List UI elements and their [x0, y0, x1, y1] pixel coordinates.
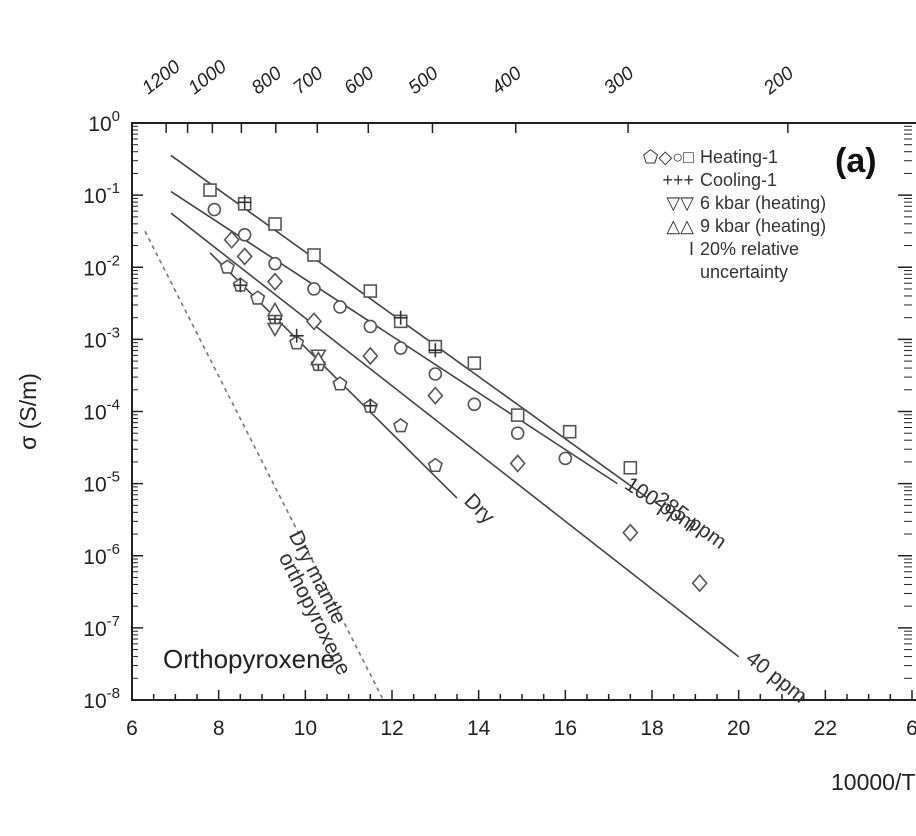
- diamond-marker: [509, 454, 526, 473]
- x-tick-label: 8: [213, 717, 225, 740]
- circle-marker: [467, 397, 482, 412]
- x-tick-label: 14: [467, 717, 491, 740]
- y-tick-label: 10-8: [83, 685, 120, 713]
- cross-marker: [237, 195, 252, 210]
- legend-symbols: +++: [662, 170, 694, 190]
- diamond-marker: [691, 573, 708, 593]
- y-tick-label: 10-6: [83, 541, 120, 569]
- y-tick-label: 10-4: [83, 397, 120, 425]
- y-tick-label: 10-7: [83, 613, 120, 641]
- legend-label: 20% relative: [700, 239, 799, 259]
- circle-marker: [207, 202, 222, 217]
- diamond-marker: [236, 247, 253, 266]
- y-tick-label: 10-2: [83, 252, 120, 280]
- x-tick-label: 18: [640, 717, 663, 740]
- legend-label: 9 kbar (heating): [700, 216, 826, 236]
- data-markers: [203, 183, 708, 593]
- pentagon-marker: [219, 259, 235, 274]
- legend-symbols: I: [689, 239, 694, 259]
- x-tick-label: 6: [906, 717, 916, 740]
- x-tick-label: 10: [294, 717, 317, 740]
- fit-line-dry: [209, 252, 458, 499]
- y-tick-label: 10-5: [83, 469, 120, 497]
- top-axis-label: 1200: [138, 56, 185, 99]
- panel-tag: (a): [835, 142, 877, 180]
- diamond-marker: [305, 312, 323, 331]
- legend-label: Cooling-1: [700, 170, 777, 190]
- circle-marker: [237, 227, 252, 242]
- square-marker: [467, 356, 482, 370]
- fit-lines: [144, 154, 740, 701]
- triangle-up-marker: [309, 350, 327, 366]
- diamond-marker: [622, 523, 639, 542]
- y-tick-label: 10-3: [83, 324, 120, 352]
- top-axis-label: 200: [759, 63, 798, 100]
- pentagon-marker: [393, 417, 409, 433]
- pentagon-marker: [332, 376, 348, 391]
- circle-marker: [558, 451, 573, 466]
- cross-marker: [289, 328, 304, 343]
- circle-marker: [428, 367, 443, 381]
- cross-marker: [363, 398, 378, 413]
- top-axis-label: 1000: [185, 56, 232, 99]
- circle-marker: [333, 300, 347, 314]
- cross-marker: [428, 343, 443, 358]
- legend-symbols: △△: [666, 216, 694, 236]
- x-tick-label: 16: [554, 717, 577, 740]
- square-marker: [562, 424, 577, 439]
- cross-marker: [393, 310, 408, 325]
- axis-ticks: [131, 122, 913, 701]
- x-tick-label: 6: [126, 717, 138, 740]
- circle-marker: [307, 282, 321, 296]
- legend-symbols: ⬠◇○□: [643, 147, 694, 167]
- fit-line-label: Dry: [459, 489, 499, 529]
- chart-labels: 6 8 10 12 14 16 18 20 22 6 1200 1000 800 700 600 500 400…: [15, 56, 916, 795]
- legend-label: uncertainty: [700, 262, 788, 282]
- cross-marker: [233, 278, 248, 293]
- legend: ⬠◇○□ Heating-1 +++ Cooling-1 ▽▽ 6 kbar (heati…: [643, 147, 826, 282]
- x-tick-label: 20: [727, 717, 750, 740]
- top-axis-label: 700: [289, 63, 327, 99]
- diamond-marker: [266, 272, 284, 291]
- y-axis-title: σ (S/m): [15, 373, 41, 450]
- square-marker: [623, 460, 638, 475]
- legend-label: Heating-1: [700, 147, 778, 167]
- square-marker: [268, 217, 282, 231]
- square-marker: [307, 248, 321, 262]
- circle-marker: [393, 341, 408, 355]
- x-tick-label: 22: [814, 717, 837, 740]
- top-axis-label: 600: [340, 63, 378, 99]
- legend-symbols: ▽▽: [666, 193, 694, 213]
- pentagon-marker: [250, 290, 266, 305]
- square-marker: [203, 183, 217, 197]
- square-marker: [510, 408, 525, 422]
- circle-marker: [268, 256, 282, 271]
- triangle-down-marker: [266, 322, 284, 338]
- diamond-marker: [362, 346, 379, 366]
- legend-label: 6 kbar (heating): [700, 193, 826, 213]
- y-tick-label: 100: [88, 108, 120, 136]
- pentagon-marker: [427, 457, 443, 473]
- circle-marker: [510, 426, 525, 440]
- x-tick-label: 12: [380, 717, 403, 740]
- circle-marker: [363, 319, 378, 334]
- diamond-marker: [427, 386, 444, 405]
- fit-line-285-ppm: [170, 154, 649, 499]
- mineral-label: Orthopyroxene: [163, 644, 335, 674]
- top-axis-label: 300: [600, 63, 638, 99]
- fit-line-label: 40 ppm: [742, 647, 811, 708]
- top-axis-label: 800: [248, 63, 286, 99]
- fit-line-40-ppm: [170, 212, 740, 658]
- x-axis-title: 10000/T: [831, 769, 915, 795]
- top-axis-label: 400: [488, 63, 526, 99]
- square-marker: [363, 284, 378, 298]
- top-axis-label: 500: [405, 63, 443, 99]
- fit-line-dry-mantle-orthopyroxene: [144, 230, 385, 701]
- triangle-up-marker: [266, 301, 284, 317]
- diamond-marker: [223, 230, 240, 250]
- y-tick-label: 10-1: [83, 180, 120, 208]
